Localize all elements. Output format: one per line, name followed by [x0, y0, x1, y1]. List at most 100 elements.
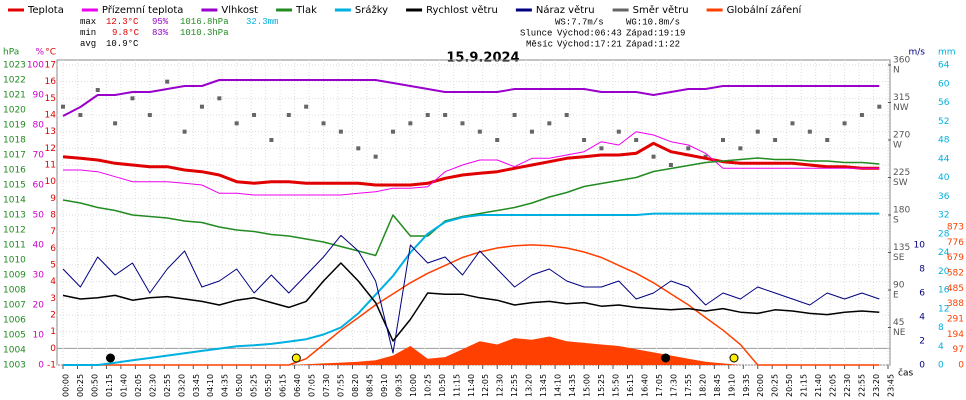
- y-tick-label: 97: [953, 345, 964, 355]
- y-tick-label: 1006: [3, 316, 26, 326]
- ws: WS:7.7m/s: [555, 17, 604, 27]
- x-tick-label: 14:10: [554, 374, 563, 397]
- y-tick-label: 100: [27, 61, 44, 71]
- direction-name: NW: [893, 103, 909, 113]
- direction-point: [61, 104, 65, 109]
- y-tick-label: 1012: [3, 226, 26, 236]
- x-tick-label: 10:50: [438, 374, 447, 397]
- direction-name: E: [893, 291, 899, 301]
- legend-label: Vlhkost: [221, 5, 258, 16]
- y-tick-label: 1014: [3, 196, 26, 206]
- x-tick-label: 15:25: [597, 374, 606, 397]
- direction-point: [825, 138, 830, 142]
- moon-label: Měsíc: [526, 39, 553, 49]
- y-tick-label: 1007: [3, 301, 26, 311]
- y-tick-label: 56: [938, 98, 950, 108]
- direction-point: [547, 121, 552, 126]
- direction-point: [338, 129, 343, 134]
- y-tick-label: 360: [893, 56, 910, 66]
- stats-min: min 9.8°C 83% 1010.3hPa: [80, 28, 229, 38]
- y-tick-label: 52: [938, 117, 949, 127]
- x-tick-label: 17:55: [684, 374, 693, 397]
- y-tick-label: 1010: [3, 256, 26, 266]
- direction-name: SE: [893, 253, 905, 263]
- rain: 32.3mm: [246, 17, 278, 27]
- x-tick-label: 19:35: [742, 374, 751, 397]
- x-tick-label: 17:30: [669, 374, 678, 397]
- series-line: [63, 212, 880, 366]
- x-tick-label: 16:15: [626, 374, 635, 397]
- y-tick-label: 44: [938, 154, 950, 164]
- x-tick-label: 09:35: [394, 374, 403, 397]
- x-tick-label: 02:55: [163, 374, 172, 397]
- x-tick-label: 18:20: [698, 374, 707, 397]
- direction-name: W: [893, 141, 902, 151]
- y-tick-label: 1017: [3, 151, 26, 161]
- direction-point: [773, 138, 778, 142]
- direction-name: N: [893, 66, 900, 76]
- y-tick-label: 15: [45, 94, 56, 104]
- x-tick-label: 01:40: [119, 374, 128, 397]
- y-tick-label: 13: [45, 127, 56, 137]
- temp: 10.9°C: [106, 39, 139, 49]
- x-tick-label: 18:45: [713, 374, 722, 397]
- x-tick-label: 22:55: [858, 374, 867, 397]
- y-tick-label: 70: [33, 151, 45, 161]
- x-tick-label: 12:05: [481, 374, 490, 397]
- y-tick-label: 1016: [3, 166, 26, 176]
- x-tick-label: 08:45: [365, 374, 374, 397]
- direction-point: [686, 146, 691, 151]
- x-tick-label: 21:40: [814, 374, 823, 397]
- direction-point: [877, 104, 882, 109]
- y-tick-label: 45: [893, 318, 904, 328]
- x-tick-label: 17:05: [655, 374, 664, 397]
- y-tick-label: 14: [45, 111, 57, 121]
- y-tick-label: 0: [938, 361, 944, 371]
- x-tick-label: 12:55: [510, 374, 519, 397]
- label: min: [80, 28, 96, 38]
- y-tick-label: 1005: [3, 331, 26, 341]
- x-tick-label: 07:30: [322, 374, 331, 397]
- direction-point: [721, 138, 725, 142]
- y-tick-label: 80: [33, 121, 45, 131]
- y-tick-label: 24: [938, 248, 950, 258]
- astro-marker: [105, 353, 115, 363]
- y-tick-label: 5: [50, 261, 56, 271]
- chart-title: 15.9.2024: [446, 51, 519, 66]
- direction-point: [529, 129, 534, 134]
- x-tick-label: 07:55: [337, 374, 346, 397]
- legend-label: Tlak: [295, 5, 317, 16]
- astro-marker: [661, 353, 671, 363]
- y-tick-label: 40: [938, 173, 950, 183]
- moon-rise: Východ:17:21: [557, 39, 622, 49]
- direction-point: [269, 138, 274, 142]
- x-tick-label: 01:15: [105, 374, 114, 397]
- direction-point: [286, 113, 291, 117]
- direction-point: [234, 121, 239, 126]
- direction-point: [130, 96, 135, 101]
- x-tick-label: 03:45: [192, 374, 201, 397]
- y-tick-label: 10: [33, 331, 45, 341]
- stats: max 12.3°C 95% 1016.8hPa 32.3mm min 9.8°C 83% 1…: [80, 17, 685, 49]
- x-tick-label: 06:40: [293, 374, 302, 397]
- direction-point: [252, 113, 257, 117]
- direction-point: [634, 138, 639, 142]
- direction-point: [842, 121, 847, 126]
- legend-label: Náraz větru: [536, 4, 595, 16]
- x-tick-label: 09:10: [380, 374, 389, 397]
- y-tick-label: 8: [938, 323, 944, 333]
- x-tick-label: 10:25: [423, 374, 432, 397]
- direction-point: [165, 79, 170, 84]
- y-tick-label: 40: [33, 241, 45, 251]
- y-tick-label: 30: [33, 271, 45, 281]
- moon-set: Západ:1:22: [626, 39, 680, 49]
- x-tick-label: 02:05: [134, 374, 143, 397]
- y-tick-label: 485: [947, 284, 964, 294]
- direction-name: S: [893, 216, 899, 226]
- x-tick-label: 03:20: [177, 374, 186, 397]
- direction-point: [425, 113, 430, 117]
- y-tick-label: 6: [919, 289, 925, 299]
- direction-point: [477, 129, 482, 134]
- y-tick-label: 90: [33, 91, 45, 101]
- stats-avg: avg 10.9°C: [80, 39, 139, 49]
